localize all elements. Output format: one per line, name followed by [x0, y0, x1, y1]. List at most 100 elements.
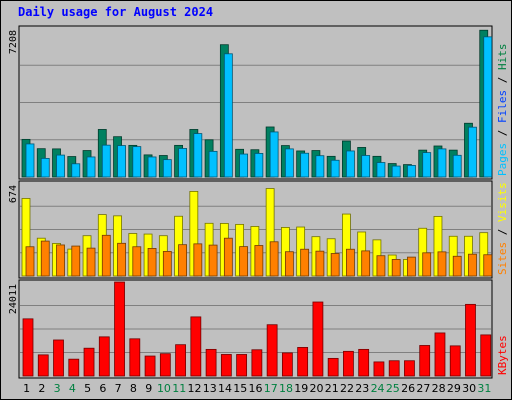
day-label-11: 11: [172, 382, 186, 395]
day-label-27: 27: [416, 382, 430, 395]
day-label-23: 23: [355, 382, 369, 395]
bar-sites-day-15: [239, 246, 249, 277]
bar-files-day-2: [40, 157, 50, 178]
bar-kbytes-day-20: [312, 301, 324, 377]
bar-kbytes-day-14: [220, 354, 232, 377]
day-label-22: 22: [340, 382, 354, 395]
day-label-1: 1: [23, 382, 30, 395]
bar-kbytes-day-19: [297, 347, 309, 377]
bar-files-day-23: [361, 155, 371, 178]
panel-legend: Pages / Files / Hits: [496, 44, 509, 177]
bar-kbytes-day-7: [114, 281, 125, 377]
bar-files-day-8: [132, 146, 142, 178]
bar-kbytes-day-28: [434, 332, 446, 377]
bar-sites-day-3: [56, 244, 65, 277]
bar-sites-day-14: [223, 237, 233, 277]
bar-files-day-11: [178, 148, 187, 178]
legend-entry: /: [496, 222, 509, 242]
bar-kbytes-day-6: [98, 336, 110, 377]
bar-sites-day-10: [162, 251, 172, 277]
bar-sites-day-19: [300, 248, 310, 277]
bar-sites-day-5: [86, 247, 96, 277]
bar-sites-day-1: [25, 246, 35, 277]
day-label-18: 18: [279, 382, 293, 395]
bar-files-day-25: [391, 165, 401, 178]
day-label-19: 19: [294, 382, 308, 395]
day-label-13: 13: [203, 382, 217, 395]
bar-sites-day-9: [147, 248, 157, 277]
day-label-3: 3: [54, 382, 61, 395]
day-label-25: 25: [386, 382, 400, 395]
bar-kbytes-day-9: [144, 355, 156, 377]
bar-sites-day-27: [422, 252, 432, 277]
bar-files-day-28: [437, 148, 447, 178]
day-label-5: 5: [84, 382, 91, 395]
bar-kbytes-day-29: [449, 345, 461, 377]
day-label-26: 26: [401, 382, 415, 395]
bar-sites-day-23: [361, 250, 371, 277]
bar-sites-day-17: [269, 241, 279, 277]
day-label-16: 16: [249, 382, 263, 395]
bar-files-day-22: [346, 150, 355, 178]
legend-entry: KBytes: [496, 335, 509, 375]
day-label-9: 9: [145, 382, 152, 395]
bar-files-day-9: [147, 156, 157, 178]
bar-sites-day-22: [346, 248, 355, 277]
bar-sites-day-6: [101, 234, 111, 277]
panel-bottom: 24011 KBytes: [8, 279, 509, 379]
bar-files-day-1: [25, 143, 35, 178]
bar-kbytes-day-27: [419, 345, 431, 377]
legend-entry: /: [496, 123, 509, 143]
bar-kbytes-day-4: [68, 358, 80, 377]
chart-panels: 7208 Pages / Files / Hits 674 Sites / Visit…: [8, 25, 509, 379]
bar-sites-day-28: [437, 251, 447, 277]
bar-kbytes-day-3: [53, 339, 64, 377]
bar-files-day-13: [208, 150, 218, 178]
legend-entry: Sites: [496, 242, 509, 275]
legend-entry: Files: [496, 90, 509, 123]
bar-files-day-6: [101, 144, 111, 178]
bar-kbytes-day-11: [175, 344, 186, 377]
bar-kbytes-day-22: [343, 350, 354, 377]
bar-sites-day-7: [117, 242, 126, 277]
day-label-28: 28: [432, 382, 446, 395]
bar-files-day-12: [193, 133, 203, 178]
bar-sites-day-26: [407, 256, 416, 277]
bar-files-day-3: [56, 154, 65, 178]
bar-kbytes-day-26: [404, 360, 415, 377]
day-label-15: 15: [233, 382, 247, 395]
legend-entry: Visits: [496, 182, 509, 222]
bar-files-day-30: [468, 126, 477, 178]
legend-entry: Pages: [496, 143, 509, 176]
bar-sites-day-2: [40, 240, 50, 277]
legend-entry: /: [496, 70, 509, 90]
bar-sites-day-21: [330, 253, 340, 277]
panel-top: 7208 Pages / Files / Hits: [8, 25, 509, 180]
day-label-31: 31: [477, 382, 491, 395]
bar-files-day-5: [86, 156, 96, 178]
day-label-2: 2: [38, 382, 45, 395]
bar-kbytes-day-17: [266, 324, 278, 377]
day-label-21: 21: [325, 382, 339, 395]
bar-files-day-27: [422, 152, 432, 178]
day-label-20: 20: [310, 382, 324, 395]
bar-sites-day-4: [71, 245, 81, 277]
day-label-7: 7: [115, 382, 122, 395]
bar-kbytes-day-5: [83, 347, 95, 377]
day-label-6: 6: [99, 382, 106, 395]
bar-files-day-19: [300, 152, 310, 178]
bar-kbytes-day-31: [480, 334, 492, 377]
bar-sites-day-16: [254, 245, 264, 277]
bar-files-day-18: [284, 148, 294, 178]
bar-files-day-7: [117, 145, 126, 178]
bar-sites-day-12: [193, 243, 203, 277]
bar-kbytes-day-18: [281, 352, 293, 377]
bar-files-day-29: [452, 154, 462, 178]
day-label-29: 29: [447, 382, 461, 395]
day-label-8: 8: [130, 382, 137, 395]
bar-files-day-17: [269, 131, 279, 178]
panel-middle: 674 Sites / Visits: [8, 180, 509, 279]
bar-files-day-24: [376, 162, 386, 178]
bar-kbytes-day-8: [129, 338, 141, 377]
